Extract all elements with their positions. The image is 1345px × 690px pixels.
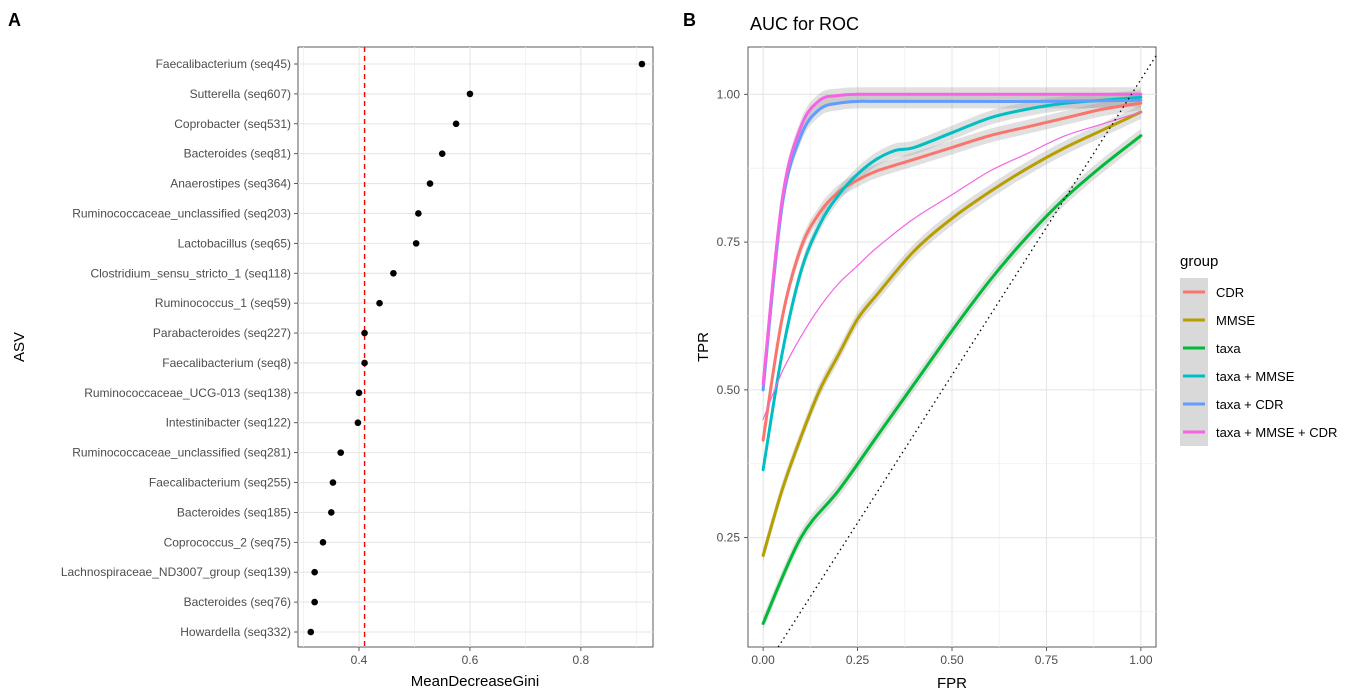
series-line <box>761 92 1143 386</box>
point <box>412 240 420 247</box>
x-tick-label: 0.8 <box>573 653 590 667</box>
y-tick-label: Faecalibacterium (seq45) <box>156 57 291 71</box>
legend-label: MMSE <box>1216 313 1255 328</box>
point <box>466 90 474 98</box>
legend-label: taxa + CDR <box>1216 397 1284 412</box>
point <box>319 539 327 546</box>
point <box>361 329 368 337</box>
series-line <box>761 134 1143 625</box>
panel-a-x-ticks: 0.4 0.6 0.8 <box>351 647 590 667</box>
panel-a-gridlines <box>298 47 653 647</box>
legend-label: CDR <box>1216 285 1244 300</box>
confidence-ribbon <box>763 96 1141 448</box>
y-tick-label: Anaerostipes (seq364) <box>170 177 291 191</box>
y-tick-label: Bacteroides (seq81) <box>184 147 291 161</box>
x-tick-label: 0.75 <box>1035 653 1059 667</box>
panel-a-letter: A <box>8 10 21 30</box>
x-tick-label: 0.50 <box>940 653 964 667</box>
legend-label: taxa <box>1216 341 1241 356</box>
y-tick-label: 0.50 <box>717 383 741 397</box>
diagonal-reference <box>777 55 1157 648</box>
point <box>452 120 460 128</box>
y-tick-label: 0.25 <box>717 531 741 545</box>
point <box>311 568 318 576</box>
y-tick-label: Clostridium_sensu_stricto_1 (seq118) <box>90 266 291 280</box>
panel-b-title: AUC for ROC <box>750 14 859 34</box>
panel-b-series-lines <box>761 92 1143 625</box>
y-tick-label: Coprococcus_2 (seq75) <box>164 535 291 549</box>
panel-b-x-ticks: 0.00 0.25 0.50 0.75 1.00 <box>751 647 1153 667</box>
series-line <box>762 111 1142 420</box>
legend-title: group <box>1180 253 1218 270</box>
y-tick-label: Ruminococcaceae_UCG-013 (seq138) <box>84 386 291 400</box>
panel-b-confidence-ribbons <box>763 87 1141 631</box>
point <box>354 419 362 427</box>
panel-a-x-title: MeanDecreaseGini <box>411 673 539 690</box>
point <box>390 269 397 277</box>
y-tick-label: Sutterella (seq607) <box>190 87 291 101</box>
panel-a-plot-area <box>297 46 654 648</box>
point <box>376 299 383 307</box>
y-tick-label: Intestinibacter (seq122) <box>166 416 291 430</box>
legend-label: taxa + MMSE + CDR <box>1216 425 1337 440</box>
point <box>438 150 446 157</box>
series-line <box>761 101 1143 442</box>
legend: group CDR MMSE taxa taxa + MMSE taxa + CDR ta… <box>1180 253 1337 446</box>
series-line <box>761 110 1143 557</box>
x-tick-label: 0.6 <box>462 653 479 667</box>
point <box>426 180 434 187</box>
y-tick-label: 1.00 <box>717 87 741 101</box>
y-tick-label: Ruminococcus_1 (seq59) <box>155 296 291 310</box>
x-tick-label: 0.4 <box>351 653 368 667</box>
y-tick-label: Bacteroides (seq76) <box>184 595 291 609</box>
panel-b-y-ticks: 0.25 0.50 0.75 1.00 <box>717 87 748 545</box>
point <box>355 389 363 397</box>
y-tick-label: Faecalibacterium (seq8) <box>162 356 291 370</box>
panel-b-letter: B <box>683 10 696 30</box>
x-tick-label: 0.25 <box>846 653 870 667</box>
panel-b-y-title: TPR <box>695 332 712 362</box>
point <box>638 60 646 68</box>
x-tick-label: 1.00 <box>1129 653 1153 667</box>
panel-a-y-ticks: Faecalibacterium (seq45) Sutterella (seq6… <box>61 57 298 639</box>
point <box>337 449 345 456</box>
x-tick-label: 0.00 <box>751 653 775 667</box>
point <box>327 509 335 516</box>
y-tick-label: Parabacteroides (seq227) <box>153 326 291 340</box>
point <box>415 210 422 217</box>
y-tick-label: Faecalibacterium (seq255) <box>149 476 291 490</box>
panel-b-gridlines <box>748 47 1156 647</box>
y-tick-label: Ruminococcaceae_unclassified (seq203) <box>72 206 291 220</box>
point <box>307 628 315 636</box>
y-tick-label: Lachnospiraceae_ND3007_group (seq139) <box>61 565 291 579</box>
legend-items: CDR MMSE taxa taxa + MMSE taxa + CDR taxa + M… <box>1180 278 1337 446</box>
y-tick-label: Bacteroides (seq185) <box>177 505 291 519</box>
panel-b-diagonal-line <box>777 55 1157 648</box>
y-tick-label: 0.75 <box>717 235 741 249</box>
y-tick-label: Ruminococcaceae_unclassified (seq281) <box>72 446 291 460</box>
panel-a-y-title: ASV <box>11 332 28 362</box>
y-tick-label: Howardella (seq332) <box>180 625 291 639</box>
y-tick-label: Lactobacillus (seq65) <box>178 236 291 250</box>
panel-a-points <box>307 60 646 636</box>
y-tick-label: Coprobacter (seq531) <box>174 117 291 131</box>
legend-label: taxa + MMSE <box>1216 369 1295 384</box>
point <box>361 359 368 367</box>
point <box>311 598 318 606</box>
panel-b: B AUC for ROC 0.250.500.751.00 0.00 0.25 0… <box>683 10 1337 690</box>
series-line <box>761 95 1143 472</box>
point <box>329 479 337 486</box>
panel-a: A Faecalibacterium (seq45) Sutterella (se… <box>8 10 654 690</box>
panel-b-x-title: FPR <box>937 675 967 690</box>
